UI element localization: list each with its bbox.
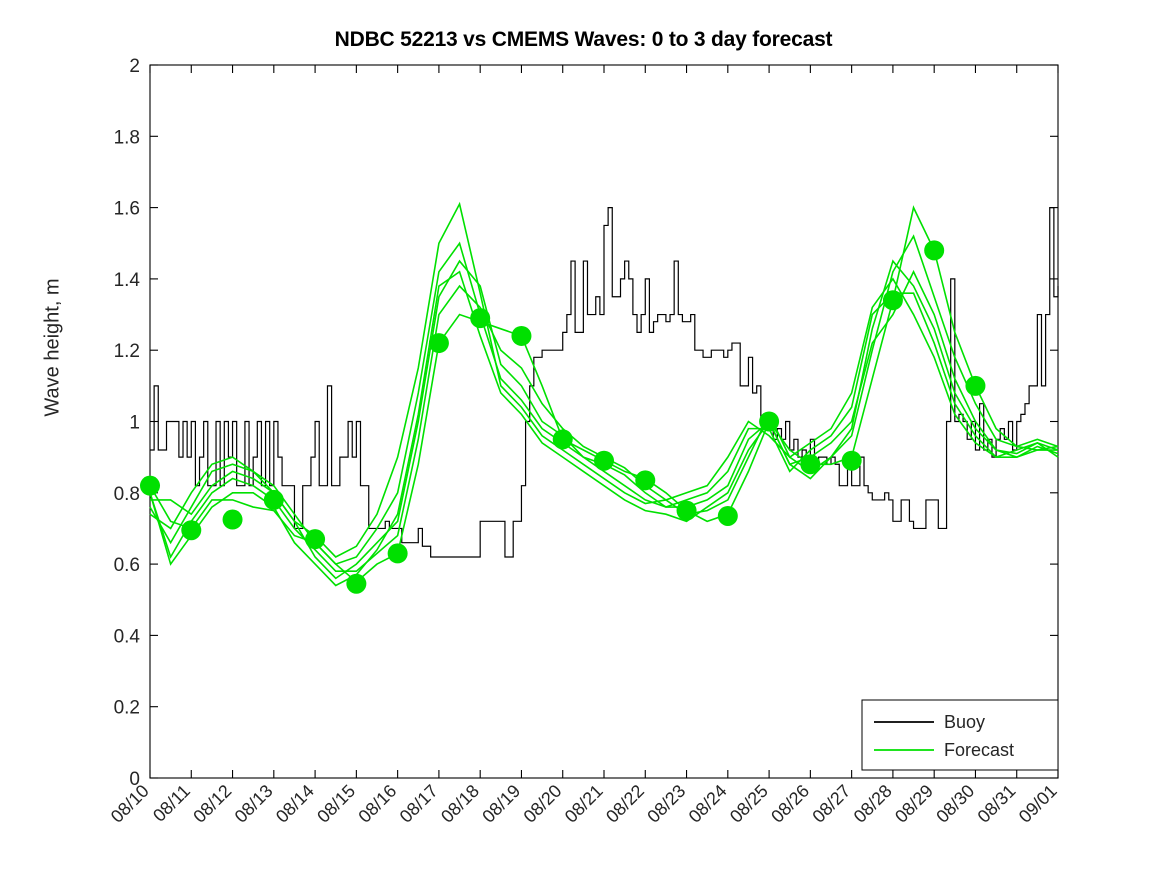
- y-tick-label: 0.2: [114, 698, 140, 719]
- forecast-marker-point: [263, 489, 284, 510]
- page-title: NDBC 52213 vs CMEMS Waves: 0 to 3 day fo…: [334, 28, 833, 51]
- legend-box: [861, 699, 1059, 771]
- forecast-marker-point: [965, 375, 986, 396]
- forecast-marker-point: [428, 333, 449, 354]
- forecast-marker-point: [882, 290, 903, 311]
- x-tick-label: 08/28: [850, 781, 896, 827]
- x-tick-label: 08/26: [767, 781, 813, 827]
- x-tick-label: 08/18: [437, 781, 483, 827]
- x-tick-label: 08/22: [602, 781, 648, 827]
- x-tick-label: 08/29: [891, 781, 937, 827]
- y-tick-label: 2: [129, 56, 140, 77]
- forecast-marker-point: [841, 450, 862, 471]
- series-line-forecast-member-4: [149, 241, 1059, 566]
- forecast-marker-point: [181, 520, 202, 541]
- y-tick-label: 1.4: [114, 270, 141, 291]
- plot-border: [149, 64, 1059, 779]
- y-tick-label: 1: [129, 413, 140, 434]
- x-tick-label: 08/31: [974, 781, 1020, 827]
- x-tick-label: 08/27: [808, 781, 854, 827]
- y-tick-label: 0.6: [114, 555, 140, 576]
- x-tick-label: 08/24: [685, 781, 731, 827]
- forecast-marker-point: [759, 411, 780, 432]
- y-tick-label: 1.2: [114, 341, 140, 362]
- forecast-marker-point: [552, 429, 573, 450]
- y-tick-label: 0.4: [114, 626, 141, 647]
- x-tick-label: 08/16: [354, 781, 400, 827]
- x-tick-label: 08/23: [643, 781, 689, 827]
- forecast-marker-point: [470, 308, 491, 329]
- x-tick-label: 08/20: [520, 781, 566, 827]
- x-tick-label: 08/25: [726, 781, 772, 827]
- y-tick-label: 1.6: [114, 199, 140, 220]
- forecast-marker-point: [717, 505, 738, 526]
- data-series-group: [149, 201, 1059, 587]
- x-tick-label: 08/14: [272, 781, 318, 827]
- x-tick-label: 08/15: [313, 781, 359, 827]
- series-line-buoy: [150, 207, 1059, 558]
- forecast-marker-point: [635, 470, 656, 491]
- x-tick-label: 08/30: [932, 781, 978, 827]
- legend-label-buoy: Buoy: [944, 712, 985, 732]
- forecast-marker-point: [222, 509, 243, 530]
- forecast-marker-point: [346, 573, 367, 594]
- legend: Buoy Forecast: [861, 699, 1059, 771]
- x-tick-label: 08/19: [478, 781, 524, 827]
- x-tick-label: 09/01: [1015, 781, 1061, 827]
- series-line-forecast-member-6: [149, 259, 1059, 587]
- forecast-marker-point: [140, 475, 160, 496]
- y-tick-label: 0.8: [114, 484, 140, 505]
- y-axis-ticks: 0 0.2 0.4 0.6 0.8 1 1.2 1.4 1.6 1.8 2: [114, 56, 1058, 790]
- forecast-marker-point: [387, 543, 408, 564]
- legend-label-forecast: Forecast: [944, 740, 1014, 760]
- forecast-marker-point: [800, 454, 821, 475]
- y-tick-label: 0: [129, 769, 140, 790]
- forecast-marker-point: [594, 450, 614, 471]
- x-tick-label: 08/13: [231, 781, 277, 827]
- x-tick-label: 08/11: [149, 781, 194, 826]
- x-tick-label: 08/21: [561, 781, 607, 827]
- forecast-marker-group: [140, 240, 986, 594]
- plot-axes: [149, 64, 1059, 779]
- x-tick-label: 08/17: [396, 781, 442, 827]
- series-line-forecast-member-5: [149, 201, 1059, 558]
- forecast-marker-point: [676, 500, 697, 521]
- y-tick-label: 1.8: [114, 127, 140, 148]
- forecast-marker-point: [511, 325, 532, 346]
- forecast-marker-point: [305, 529, 326, 550]
- x-tick-label: 08/12: [189, 781, 235, 827]
- forecast-marker-point: [924, 240, 945, 261]
